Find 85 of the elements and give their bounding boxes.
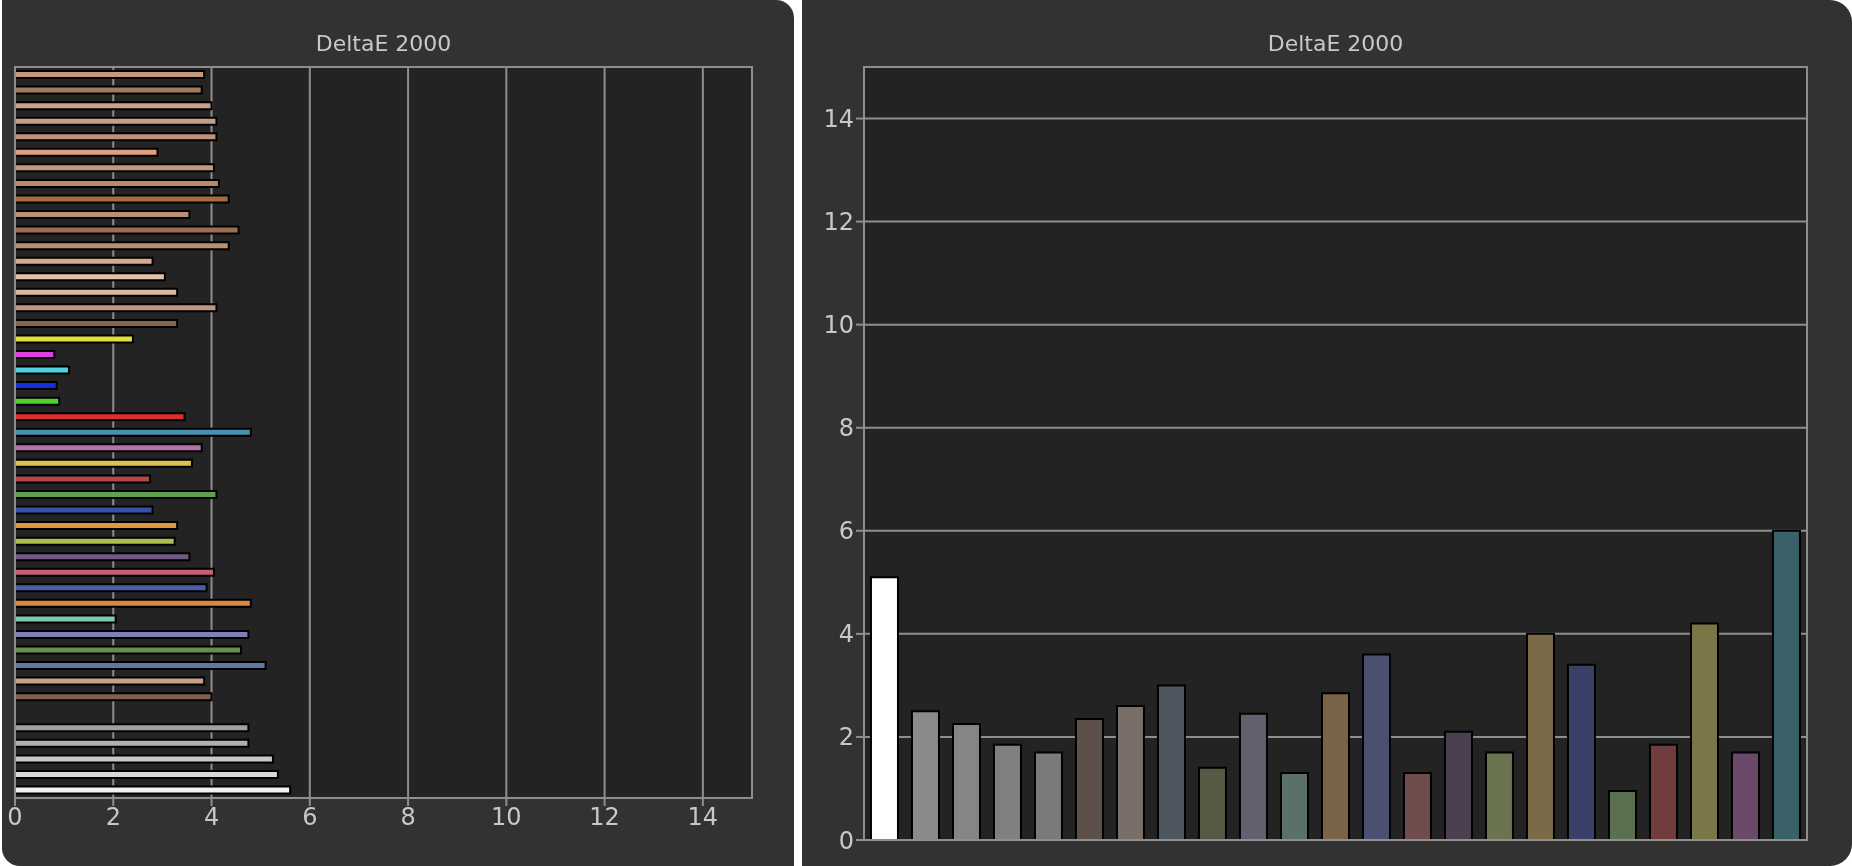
chart-title: DeltaE 2000 bbox=[314, 30, 453, 58]
bar bbox=[15, 769, 279, 779]
bar bbox=[15, 210, 191, 220]
bar bbox=[15, 676, 206, 686]
bar bbox=[992, 743, 1022, 840]
y-tick-label: 6 bbox=[838, 517, 854, 546]
bar bbox=[15, 225, 240, 235]
bar bbox=[1033, 751, 1063, 840]
bar bbox=[15, 272, 166, 282]
bar bbox=[15, 241, 230, 251]
bar bbox=[15, 629, 250, 639]
bar bbox=[15, 365, 71, 375]
bar bbox=[15, 303, 218, 313]
bar bbox=[15, 536, 176, 546]
bar bbox=[1279, 772, 1309, 840]
bar bbox=[15, 443, 203, 453]
bar bbox=[15, 614, 117, 624]
bar bbox=[1566, 663, 1596, 840]
x-tick-label: 12 bbox=[589, 803, 620, 832]
bar bbox=[1115, 705, 1145, 840]
bar bbox=[1197, 766, 1227, 840]
bar bbox=[1484, 751, 1514, 840]
x-tick-label: 14 bbox=[687, 803, 719, 832]
bar bbox=[15, 334, 134, 344]
bar bbox=[15, 70, 206, 80]
bar bbox=[15, 163, 215, 173]
bar bbox=[15, 505, 154, 515]
x-tick-label: 6 bbox=[302, 803, 318, 832]
bar bbox=[15, 598, 252, 608]
bar bbox=[15, 489, 218, 499]
bar bbox=[15, 132, 218, 142]
y-tick-label: 2 bbox=[838, 723, 854, 752]
bar bbox=[15, 458, 193, 468]
bar bbox=[15, 412, 186, 422]
y-tick-label: 8 bbox=[838, 414, 854, 443]
y-tick-label: 4 bbox=[838, 620, 854, 649]
bar bbox=[1443, 730, 1473, 840]
bar bbox=[1607, 790, 1637, 840]
bar bbox=[15, 567, 215, 577]
bar bbox=[15, 396, 61, 406]
x-tick-label: 10 bbox=[491, 803, 522, 832]
bar bbox=[15, 785, 292, 795]
bar bbox=[15, 350, 56, 359]
bar bbox=[15, 194, 230, 204]
bar bbox=[1238, 712, 1268, 840]
x-tick-label: 4 bbox=[203, 803, 220, 832]
y-tick-label: 10 bbox=[823, 311, 854, 340]
bar bbox=[15, 318, 179, 328]
y-tick-label: 12 bbox=[823, 208, 854, 237]
x-tick-label: 0 bbox=[7, 803, 23, 832]
bar bbox=[15, 147, 159, 157]
bar bbox=[1689, 622, 1719, 840]
bar bbox=[15, 474, 152, 484]
bar bbox=[15, 552, 191, 562]
bar bbox=[15, 256, 154, 266]
bar bbox=[15, 645, 243, 655]
bar bbox=[15, 738, 250, 748]
bar bbox=[869, 576, 899, 840]
bar bbox=[15, 381, 58, 391]
y-tick-label: 14 bbox=[823, 105, 854, 134]
bar bbox=[15, 723, 250, 733]
bar bbox=[15, 287, 179, 297]
bar bbox=[1361, 653, 1391, 840]
bar bbox=[15, 427, 252, 437]
y-tick-label: 0 bbox=[838, 826, 854, 855]
x-tick-label: 8 bbox=[400, 803, 416, 832]
bar bbox=[1648, 743, 1678, 840]
bar bbox=[15, 116, 218, 126]
bar bbox=[1771, 529, 1801, 840]
bar bbox=[1402, 772, 1432, 840]
bar bbox=[15, 661, 267, 671]
bar bbox=[15, 583, 208, 593]
bar bbox=[15, 521, 179, 531]
chart-title: DeltaE 2000 bbox=[1266, 30, 1405, 58]
bar bbox=[1525, 632, 1555, 840]
bar bbox=[1320, 692, 1350, 840]
bar bbox=[1730, 751, 1760, 840]
bar bbox=[15, 178, 220, 188]
bar bbox=[15, 692, 213, 702]
bar bbox=[15, 101, 213, 111]
bar bbox=[1074, 717, 1104, 840]
bar bbox=[15, 85, 203, 95]
bar bbox=[1156, 684, 1186, 840]
bar bbox=[15, 754, 274, 764]
x-tick-label: 2 bbox=[105, 803, 121, 832]
